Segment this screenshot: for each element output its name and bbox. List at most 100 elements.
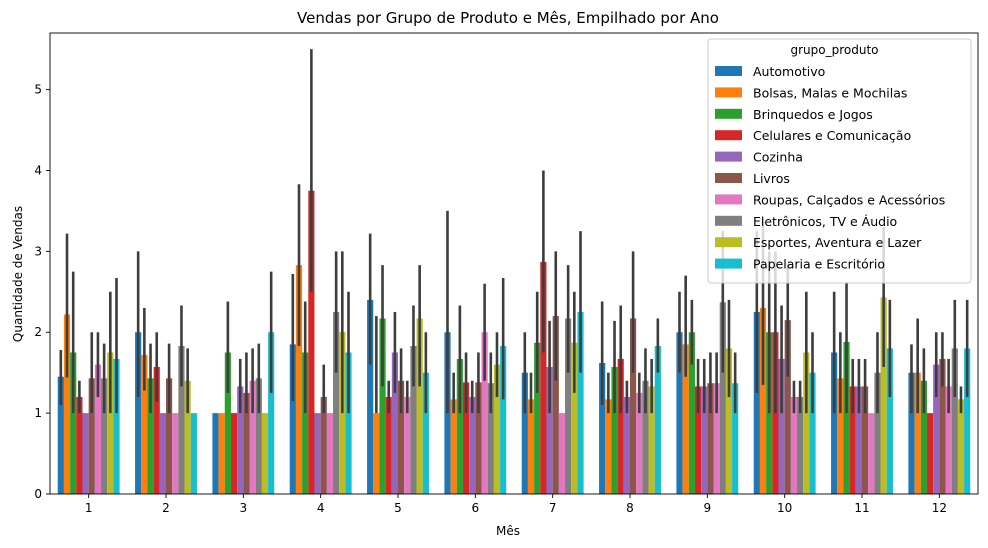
bar: [831, 352, 838, 494]
bar: [57, 376, 64, 494]
x-tick-label: 9: [704, 501, 712, 515]
x-tick-label: 10: [777, 501, 792, 515]
bar: [391, 352, 398, 494]
bar: [945, 386, 952, 494]
x-axis-label: Mês: [496, 524, 520, 538]
y-tick-label: 5: [34, 83, 42, 97]
bar: [527, 399, 535, 494]
bar: [540, 261, 547, 494]
bar: [719, 302, 726, 494]
bar: [410, 345, 417, 494]
bar: [218, 413, 225, 494]
bar: [107, 352, 114, 494]
bar: [521, 372, 528, 494]
x-tick-label: 1: [85, 501, 93, 515]
bar: [648, 386, 655, 494]
bar: [416, 318, 423, 494]
bar: [82, 413, 89, 494]
bar: [385, 396, 392, 494]
bar: [759, 307, 767, 494]
bar: [694, 386, 702, 494]
x-tick-label: 5: [394, 501, 402, 515]
x-tick-label: 8: [626, 501, 634, 515]
bar: [611, 367, 618, 494]
bar: [249, 380, 256, 494]
bar: [951, 348, 958, 494]
y-tick-label: 3: [34, 244, 42, 258]
bar: [398, 380, 405, 494]
x-tick-label: 4: [317, 501, 325, 515]
bar: [558, 413, 566, 494]
bar: [654, 345, 661, 494]
bar: [676, 332, 683, 494]
bar: [642, 380, 649, 494]
legend-swatch: [715, 237, 742, 248]
bar: [289, 344, 296, 494]
bar: [623, 396, 630, 494]
legend-entry: Papelaria e Escritório: [753, 257, 885, 272]
bar: [422, 372, 429, 494]
bar: [908, 372, 915, 494]
legend-swatch: [715, 173, 742, 183]
legend-swatch: [715, 108, 742, 119]
bar: [224, 352, 231, 494]
bar: [493, 364, 501, 494]
bar: [546, 367, 553, 494]
bar: [230, 413, 238, 494]
bar: [404, 396, 411, 494]
legend-entry: Celulares e Comunicação: [753, 128, 911, 143]
legend-swatch: [715, 66, 742, 76]
bar: [88, 378, 95, 494]
bar: [153, 367, 160, 494]
bar: [577, 312, 584, 494]
bar: [70, 352, 77, 494]
bar: [147, 378, 154, 494]
bar: [920, 380, 927, 494]
bar: [778, 358, 785, 494]
bar: [713, 383, 720, 494]
bar: [552, 316, 559, 494]
legend-entry: Cozinha: [753, 150, 803, 165]
bar: [172, 413, 179, 494]
bar: [849, 386, 856, 494]
bar: [379, 318, 386, 494]
bar: [113, 358, 120, 494]
bar: [964, 348, 971, 494]
bar: [688, 332, 695, 494]
legend-entry: Brinquedos e Jogos: [753, 107, 873, 122]
bar: [456, 358, 463, 494]
bar: [939, 358, 946, 494]
bar: [94, 364, 102, 494]
bar: [141, 354, 148, 494]
bar: [261, 413, 269, 494]
chart-title: Vendas por Grupo de Produto e Mês, Empil…: [297, 9, 719, 27]
bar: [135, 332, 142, 494]
x-tick-label: 6: [472, 501, 480, 515]
x-tick-label: 2: [162, 501, 170, 515]
bar: [308, 190, 315, 495]
bar: [868, 413, 875, 494]
bar: [886, 348, 893, 494]
bar: [837, 378, 844, 494]
bar: [880, 297, 887, 494]
bar: [803, 352, 810, 494]
bar: [914, 372, 921, 494]
bar: [732, 383, 739, 494]
bar: [481, 332, 488, 494]
bar: [237, 386, 244, 494]
bar: [326, 413, 334, 494]
bar: [367, 299, 374, 494]
bar: [933, 364, 940, 494]
bar: [469, 396, 476, 494]
bar: [630, 318, 637, 494]
bar: [790, 396, 798, 494]
bar: [599, 362, 606, 494]
y-tick-label: 1: [34, 406, 42, 420]
y-tick-label: 0: [34, 487, 42, 501]
bar: [101, 378, 108, 494]
bar: [617, 358, 624, 494]
legend-entry: Bolsas, Malas e Mochilas: [753, 85, 907, 100]
bar: [636, 392, 643, 494]
